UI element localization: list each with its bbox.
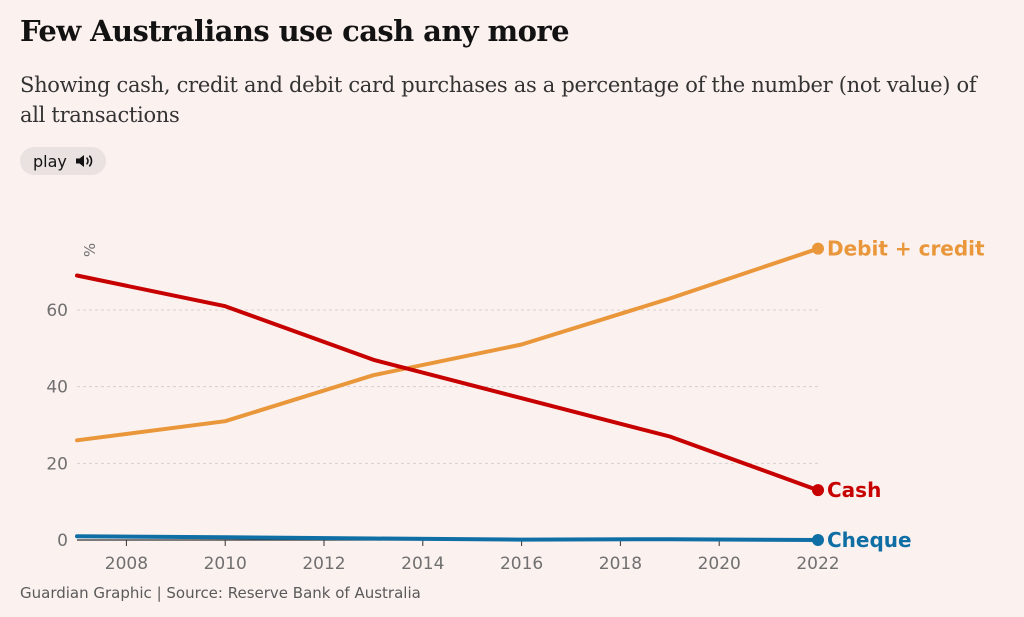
x-tick-label: 2010 bbox=[204, 554, 247, 574]
series-endpoint-debit-credit bbox=[812, 242, 824, 255]
x-tick-label: 2016 bbox=[500, 554, 543, 574]
series-line-cash bbox=[75, 273, 820, 493]
play-label: play bbox=[33, 151, 67, 171]
x-tick-label: 2012 bbox=[302, 554, 345, 574]
y-tick-label: 20 bbox=[46, 454, 68, 474]
speaker-icon bbox=[75, 155, 93, 167]
x-tick-label: 2020 bbox=[698, 554, 741, 574]
x-tick-label: 2014 bbox=[401, 554, 444, 574]
y-tick-label: 60 bbox=[46, 301, 68, 321]
x-tick-label: 2008 bbox=[105, 554, 148, 574]
series-endpoint-cheque bbox=[812, 534, 824, 546]
series-endpoint-cash bbox=[812, 484, 824, 497]
series-label-cash: Cash bbox=[827, 478, 881, 502]
line-chart: 0 20 40 60% 2008 2010 2012 2014 2016 2018 2020 2022… bbox=[46, 237, 985, 574]
series-line-cheque bbox=[75, 534, 820, 542]
y-tick-label: 0 bbox=[57, 531, 68, 551]
play-button[interactable]: play bbox=[20, 147, 106, 175]
y-axis-unit: % bbox=[81, 243, 99, 257]
source-note: Guardian Graphic | Source: Reserve Bank … bbox=[20, 584, 421, 602]
series-line-debit-credit bbox=[75, 246, 820, 443]
series-label-debit-credit: Debit + credit bbox=[827, 237, 985, 261]
chart-subtitle: Showing cash, credit and debit card purc… bbox=[20, 73, 977, 127]
y-tick-label: 40 bbox=[46, 378, 68, 398]
chart-title: Few Australians use cash any more bbox=[20, 14, 570, 48]
x-tick-label: 2018 bbox=[599, 554, 642, 574]
series-label-cheque: Cheque bbox=[827, 528, 912, 552]
x-tick-label: 2022 bbox=[796, 554, 839, 574]
